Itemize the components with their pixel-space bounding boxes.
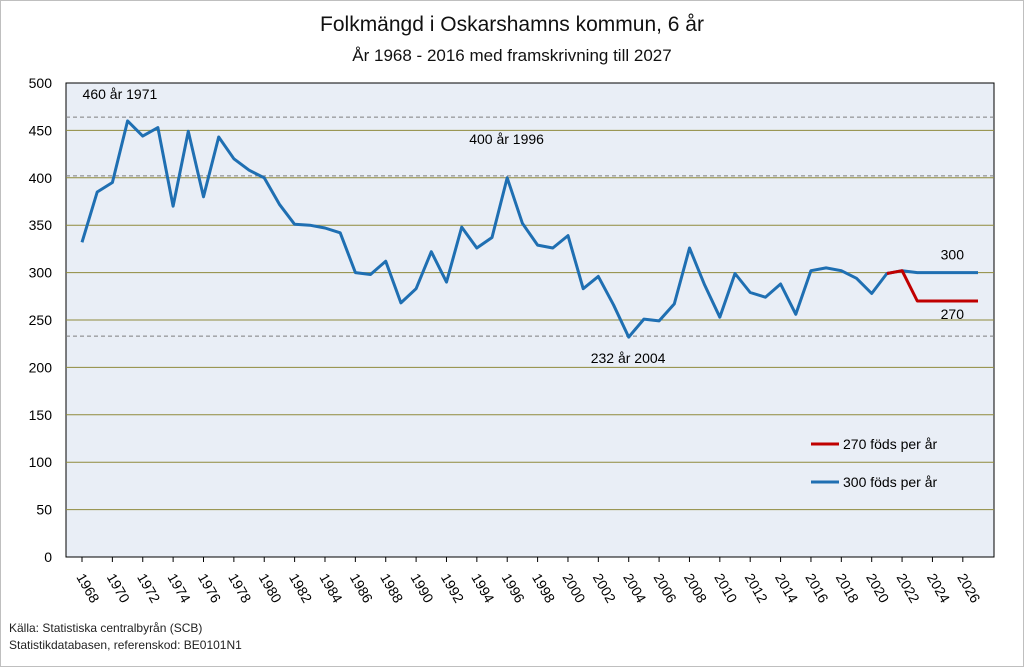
x-tick-label: 2002 — [590, 571, 620, 606]
annotation-label: 300 — [941, 247, 965, 263]
x-tick-label: 2010 — [711, 571, 741, 606]
y-tick-label: 350 — [29, 217, 53, 233]
x-tick-label: 1986 — [347, 571, 377, 606]
y-tick-label: 100 — [29, 454, 53, 470]
x-tick-label: 1982 — [286, 571, 316, 606]
x-tick-label: 2018 — [833, 571, 863, 606]
y-tick-label: 250 — [29, 312, 53, 328]
y-tick-label: 300 — [29, 265, 53, 281]
legend-label: 270 föds per år — [843, 436, 938, 452]
x-tick-label: 2022 — [893, 571, 923, 606]
x-tick-label: 1998 — [529, 571, 559, 606]
chart-title: Folkmängd i Oskarshamns kommun, 6 år — [320, 13, 704, 36]
x-tick-label: 2000 — [559, 571, 589, 606]
x-tick-label: 1996 — [499, 571, 529, 606]
source-line-2: Statistikdatabasen, referenskod: BE0101N… — [9, 638, 242, 652]
annotation-label: 400 år 1996 — [469, 131, 544, 147]
y-tick-label: 500 — [29, 75, 53, 91]
y-tick-label: 0 — [44, 549, 52, 565]
y-tick-label: 50 — [36, 502, 52, 518]
x-tick-label: 1984 — [316, 571, 346, 606]
x-tick-label: 1968 — [73, 571, 103, 606]
source-line-1: Källa: Statistiska centralbyrån (SCB) — [9, 621, 203, 635]
x-tick-label: 2026 — [954, 571, 984, 606]
series-line — [886, 269, 978, 303]
x-tick-label: 1990 — [408, 571, 438, 606]
chart-subtitle: År 1968 - 2016 med framskrivning till 20… — [352, 46, 672, 65]
x-tick-label: 1994 — [468, 571, 498, 606]
x-tick-label: 1978 — [225, 571, 255, 606]
x-tick-label: 1992 — [438, 571, 468, 606]
annotation-label: 232 år 2004 — [591, 350, 666, 366]
x-tick-label: 2014 — [772, 571, 802, 606]
y-tick-label: 200 — [29, 359, 53, 375]
x-tick-label: 2016 — [802, 571, 832, 606]
legend-label: 300 föds per år — [843, 474, 938, 490]
x-tick-label: 2008 — [681, 571, 711, 606]
x-tick-label: 1980 — [256, 571, 286, 606]
y-tick-label: 400 — [29, 170, 53, 186]
y-tick-label: 450 — [29, 122, 53, 138]
annotation-label: 460 år 1971 — [83, 86, 158, 102]
x-tick-label: 1974 — [165, 571, 195, 606]
x-tick-label: 2004 — [620, 571, 650, 606]
x-tick-label: 2024 — [924, 571, 954, 606]
x-tick-label: 1972 — [134, 571, 164, 606]
annotation-label: 270 — [941, 306, 965, 322]
x-tick-label: 2006 — [650, 571, 680, 606]
x-tick-label: 1970 — [104, 571, 134, 606]
x-tick-label: 1988 — [377, 571, 407, 606]
x-tick-label: 1976 — [195, 571, 225, 606]
series-line — [80, 119, 978, 339]
x-tick-label: 2020 — [863, 571, 893, 606]
y-tick-label: 150 — [29, 407, 53, 423]
x-tick-label: 2012 — [742, 571, 772, 606]
